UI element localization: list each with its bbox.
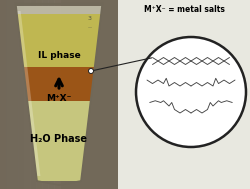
Text: H₂O Phase: H₂O Phase (30, 134, 87, 144)
Bar (30, 0, 37, 189)
Polygon shape (23, 67, 94, 101)
Bar (0, 0, 7, 189)
Bar (36, 0, 43, 189)
Bar (24, 0, 31, 189)
Polygon shape (27, 101, 90, 181)
Text: M⁺X⁻ = metal salts: M⁺X⁻ = metal salts (143, 5, 224, 15)
Circle shape (136, 37, 245, 147)
Text: IL phase: IL phase (38, 51, 80, 60)
Bar (118, 0, 250, 189)
Circle shape (88, 68, 93, 74)
Bar (18, 0, 25, 189)
Bar (0, 0, 118, 189)
Text: M⁺X⁻: M⁺X⁻ (46, 94, 72, 104)
Text: 3: 3 (88, 16, 92, 22)
Polygon shape (16, 6, 102, 181)
Bar (6, 0, 13, 189)
Bar (42, 0, 49, 189)
Bar (54, 0, 61, 189)
Text: —: — (88, 25, 92, 29)
Polygon shape (16, 11, 40, 176)
Bar (0, 0, 118, 189)
Bar (48, 0, 55, 189)
Bar (12, 0, 19, 189)
Polygon shape (17, 14, 101, 67)
